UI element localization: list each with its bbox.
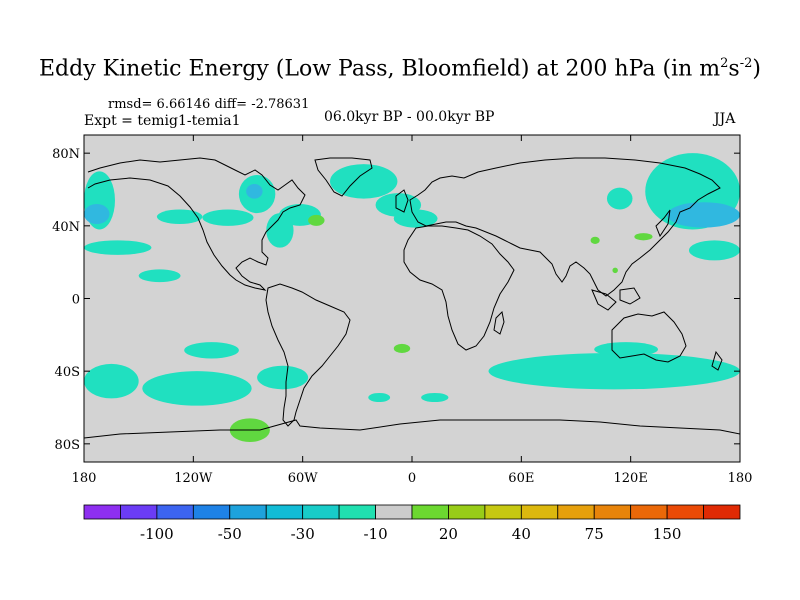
lon-label-4: 60E	[508, 471, 534, 486]
map-background	[84, 135, 740, 462]
anomaly-region-26	[393, 343, 411, 354]
coast-eurasia	[409, 157, 721, 297]
colorbar-label-3: -10	[363, 525, 387, 543]
colorbar-swatch-4	[229, 504, 267, 520]
lat-label-2: 0	[72, 293, 80, 308]
coast-africa	[403, 225, 515, 351]
anomaly-region-23	[606, 187, 633, 210]
colorbar-swatch-6	[302, 504, 340, 520]
colorbar-swatch-12	[520, 504, 559, 520]
lat-label-4: 80S	[55, 438, 80, 453]
lon-label-6: 180	[728, 471, 753, 486]
colorbar-swatch-16	[666, 504, 704, 520]
figure-title: Eddy Kinetic Energy (Low Pass, Bloomfiel…	[0, 56, 800, 81]
coast-japan	[655, 209, 671, 238]
lat-label-0: 80N	[52, 147, 80, 162]
anomaly-region-7	[246, 184, 263, 199]
coast-antarctica	[84, 419, 740, 439]
coastlines	[84, 157, 740, 439]
anomaly-region-12	[142, 371, 252, 406]
anomaly-region-28	[634, 233, 653, 241]
colorbar-label-1: -50	[218, 525, 242, 543]
title-main: Eddy Kinetic Energy (Low Pass, Bloomfiel…	[39, 56, 721, 82]
coast-greenland	[314, 157, 373, 197]
colorbar-swatch-9	[411, 504, 449, 520]
colorbar-swatch-15	[630, 504, 668, 520]
coast-great-britain	[395, 189, 409, 213]
anomaly-region-11	[84, 363, 139, 399]
anomaly-region-2	[84, 240, 152, 255]
anomaly-region-19	[488, 353, 740, 390]
anomaly-region-14	[330, 164, 398, 199]
colorbar-swatch-1	[120, 504, 158, 520]
anomaly-region-5	[202, 209, 254, 226]
colorbar-swatch-8	[375, 504, 413, 520]
title-end: )	[752, 56, 761, 82]
lon-label-5: 120E	[614, 471, 648, 486]
coast-australia	[611, 311, 687, 363]
anomaly-region-4	[156, 209, 203, 225]
colorbar-label-2: -30	[291, 525, 315, 543]
lon-label-3: 0	[408, 471, 416, 486]
lat-label-1: 40N	[52, 220, 80, 235]
anomaly-regions	[84, 153, 740, 443]
colorbar-label-0: -100	[140, 525, 174, 543]
title-sup1: 2	[720, 56, 729, 71]
lon-label-0: 180	[72, 471, 97, 486]
stats-text: rmsd= 6.66146 diff= -2.78631	[108, 97, 310, 112]
colorbar-swatch-11	[484, 504, 522, 520]
season-label: JJA	[714, 111, 736, 127]
lon-label-1: 120W	[174, 471, 213, 486]
coast-borneo-sumatra	[591, 287, 641, 311]
colorbar-swatch-10	[448, 504, 486, 520]
lat-label-3: 40S	[55, 365, 80, 380]
anomaly-region-17	[368, 392, 391, 403]
coast-madagascar	[493, 310, 505, 335]
coast-north-america	[87, 157, 306, 291]
coast-new-zealand	[711, 350, 723, 371]
anomaly-region-22	[667, 202, 740, 228]
anomaly-region-10	[184, 342, 239, 359]
colorbar-swatch-0	[83, 504, 121, 520]
title-mid: s	[728, 56, 740, 82]
lon-label-2: 60W	[288, 471, 319, 486]
colorbar-label-5: 40	[512, 525, 531, 543]
colorbar-swatch-17	[703, 504, 741, 520]
anomaly-region-25	[308, 214, 325, 226]
experiment-label: Expt = temig1-temia1	[84, 113, 241, 129]
period-label: 06.0kyr BP - 00.0kyr BP	[324, 109, 495, 125]
colorbar: -100 -50 -30 -10 20 40 75 150	[83, 504, 741, 543]
colorbar-swatch-14	[593, 504, 632, 520]
anomaly-region-3	[138, 269, 181, 283]
coast-south-america	[265, 283, 351, 427]
anomaly-region-30	[612, 267, 618, 274]
colorbar-swatch-13	[557, 504, 595, 520]
colorbar-swatch-3	[192, 504, 231, 520]
map-axes: 80N 40N 0 40S 80S 180 120W 60W 0 60E 120E 180	[52, 135, 752, 486]
anomaly-region-1	[84, 204, 110, 225]
anomaly-region-24	[688, 240, 740, 261]
colorbar-swatch-5	[265, 504, 304, 520]
colorbar-label-4: 20	[439, 525, 458, 543]
anomaly-region-18	[421, 392, 449, 403]
colorbar-swatch-2	[156, 504, 194, 520]
colorbar-label-6: 75	[585, 525, 604, 543]
anomaly-region-13	[257, 365, 309, 390]
colorbar-swatch-7	[338, 504, 376, 520]
anomaly-region-29	[590, 236, 600, 244]
title-sup2: -2	[739, 56, 753, 71]
anomaly-region-20	[594, 342, 658, 357]
colorbar-label-7: 150	[653, 525, 682, 543]
